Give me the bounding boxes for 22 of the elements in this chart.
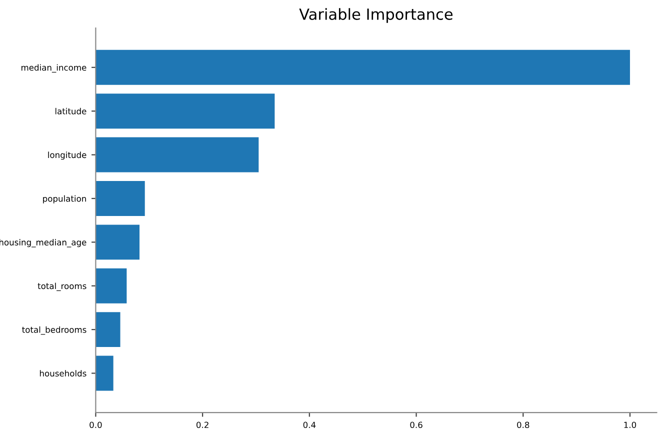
x-tick-label: 1.0	[624, 422, 636, 428]
bar	[96, 137, 259, 172]
y-tick-label: median_income	[22, 64, 86, 73]
bar	[96, 268, 127, 304]
x-tick-label: 0.6	[410, 422, 422, 428]
x-tick-label: 0.4	[303, 422, 316, 428]
y-tick-label: total_rooms	[38, 282, 86, 291]
x-tick-label: 0.0	[90, 422, 102, 428]
y-tick-label: longitude	[48, 152, 86, 160]
chart-title: Variable Importance	[299, 8, 453, 23]
y-tick-label: population	[43, 195, 86, 204]
x-tick-label: 0.2	[196, 422, 208, 428]
bar	[96, 94, 275, 129]
bar	[96, 224, 140, 260]
x-tick-label: 0.8	[517, 422, 530, 428]
y-tick-label: latitude	[55, 108, 86, 114]
y-tick-label: total_bedrooms	[22, 326, 86, 335]
bar	[96, 50, 630, 85]
y-tick-label: households	[40, 370, 86, 377]
bar	[96, 181, 145, 216]
bar	[96, 312, 120, 348]
bar	[96, 356, 114, 391]
